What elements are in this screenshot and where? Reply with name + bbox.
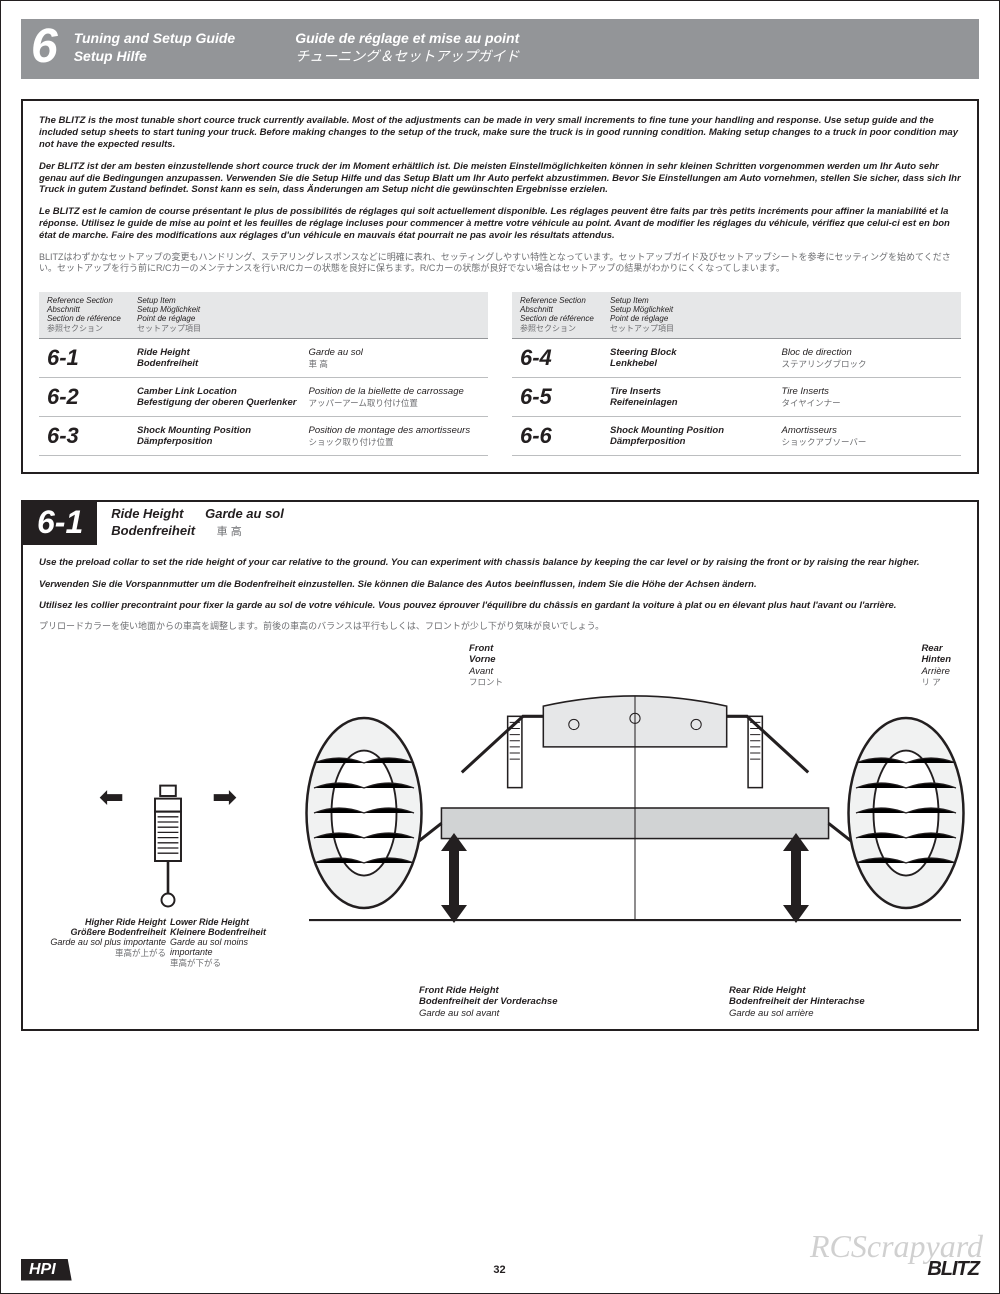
sub-en: Ride Height: [111, 506, 183, 521]
toc-left: Reference Section Abschnitt Section de r…: [39, 292, 488, 456]
sub-number: 6-1: [23, 502, 97, 545]
hpi-logo: HPI: [21, 1259, 72, 1281]
toc-row: 6-3 Shock Mounting Position Dämpferposit…: [39, 417, 488, 456]
s61-en: Use the preload collar to set the ride h…: [39, 557, 961, 569]
title-fr: Guide de réglage et mise au point: [295, 29, 519, 47]
arrow-left-icon: ⬅: [99, 783, 124, 913]
s61-de: Verwenden Sie die Vorspannmutter um die …: [39, 579, 961, 591]
diagram-area: ⬅ ➡ Higher Ride Height Größere Bodenfrei…: [39, 643, 961, 1013]
frh-de: Bodenfreiheit der Vorderachse: [419, 996, 558, 1007]
toc-sec: 6-3: [47, 423, 137, 449]
th-ref-jp2: 参照セクション: [520, 323, 610, 334]
toc-row: 6-2 Camber Link Location Befestigung der…: [39, 378, 488, 417]
higher-de: Größere Bodenfreiheit: [45, 927, 166, 937]
intro-fr: Le BLITZ est le camion de course présent…: [39, 206, 961, 242]
th-ref-fr: Section de référence: [47, 314, 137, 323]
toc-right: Reference Section Abschnitt Section de r…: [512, 292, 961, 456]
th-ref-de2: Abschnitt: [520, 305, 610, 314]
th-ref-fr2: Section de référence: [520, 314, 610, 323]
toc: Reference Section Abschnitt Section de r…: [39, 292, 961, 456]
toc-row: 6-1 Ride Height Bodenfreiheit Garde au s…: [39, 339, 488, 378]
title-jp: チューニング＆セットアップガイド: [295, 47, 519, 65]
updown-arrow-front-icon: [439, 833, 469, 923]
higher-en: Higher Ride Height: [45, 917, 166, 927]
frh-fr: Garde au sol avant: [419, 1008, 558, 1019]
toc-sec: 6-4: [520, 345, 610, 371]
th-ref-en2: Reference Section: [520, 296, 610, 305]
th-item-jp2: セットアップ項目: [610, 323, 953, 334]
intro-jp: BLITZはわずかなセットアップの変更もハンドリング、ステアリングレスポンスなど…: [39, 252, 961, 275]
section-header: 6 Tuning and Setup Guide Setup Hilfe Gui…: [21, 19, 979, 79]
arrow-right-icon: ➡: [212, 783, 237, 913]
sub-fr: Garde au sol: [205, 506, 284, 521]
title-de: Setup Hilfe: [74, 47, 236, 65]
section-titles: Tuning and Setup Guide Setup Hilfe Guide…: [74, 29, 520, 65]
toc-sec: 6-5: [520, 384, 610, 410]
toc-row: 6-5 Tire Inserts Reifeneinlagen Tire Ins…: [512, 378, 961, 417]
sub-header: 6-1 Ride Height Garde au sol Bodenfreihe…: [23, 502, 977, 545]
sub-de: Bodenfreiheit: [111, 523, 195, 538]
th-ref-en: Reference Section: [47, 296, 137, 305]
watermark: RCScrapyard: [810, 1228, 983, 1265]
toc-sec: 6-6: [520, 423, 610, 449]
rrh-de: Bodenfreiheit der Hinterachse: [729, 996, 865, 1007]
intro-box: The BLITZ is the most tunable short cour…: [21, 99, 979, 474]
rrh-en: Rear Ride Height: [729, 985, 865, 996]
th-item-en: Setup Item: [137, 296, 480, 305]
th-ref-jp: 参照セクション: [47, 323, 137, 334]
th-ref-de: Abschnitt: [47, 305, 137, 314]
th-item-de2: Setup Möglichkeit: [610, 305, 953, 314]
toc-sec: 6-2: [47, 384, 137, 410]
toc-row: 6-4 Steering Block Lenkhebel Bloc de dir…: [512, 339, 961, 378]
intro-de: Der BLITZ ist der am besten einzustellen…: [39, 161, 961, 197]
page-number: 32: [493, 1264, 505, 1276]
footer: HPI 32 BLITZ RCScrapyard: [21, 1258, 979, 1281]
shock-icon: [138, 783, 198, 913]
tire-rear-icon: [841, 713, 971, 913]
truck-diagram: [309, 643, 961, 973]
higher-fr: Garde au sol plus importante: [45, 937, 166, 947]
higher-jp: 車高が上がる: [45, 947, 166, 959]
th-item-jp: セットアップ項目: [137, 323, 480, 334]
rrh-fr: Garde au sol arrière: [729, 1008, 865, 1019]
th-item-en2: Setup Item: [610, 296, 953, 305]
section-6-1: 6-1 Ride Height Garde au sol Bodenfreihe…: [21, 500, 979, 1031]
shock-diagram: ⬅ ➡ Higher Ride Height Größere Bodenfrei…: [43, 783, 293, 969]
lower-jp: 車高が下がる: [170, 957, 291, 969]
s61-jp: プリロードカラーを使い地面からの車高を調整します。前後の車高のバランスは平行もし…: [39, 621, 961, 633]
s61-fr: Utilisez les collier precontraint pour f…: [39, 600, 961, 612]
frh-en: Front Ride Height: [419, 985, 558, 996]
section-number: 6: [31, 23, 58, 71]
lower-fr: Garde au sol moins importante: [170, 937, 291, 957]
updown-arrow-rear-icon: [781, 833, 811, 923]
toc-row: 6-6 Shock Mounting Position Dämpferposit…: [512, 417, 961, 456]
th-item-fr2: Point de réglage: [610, 314, 953, 323]
intro-en: The BLITZ is the most tunable short cour…: [39, 115, 961, 151]
title-en: Tuning and Setup Guide: [74, 29, 236, 47]
th-item-de: Setup Möglichkeit: [137, 305, 480, 314]
th-item-fr: Point de réglage: [137, 314, 480, 323]
tire-front-icon: [299, 713, 429, 913]
lower-en: Lower Ride Height: [170, 917, 291, 927]
toc-sec: 6-1: [47, 345, 137, 371]
lower-de: Kleinere Bodenfreiheit: [170, 927, 291, 937]
sub-jp: 車 高: [217, 526, 242, 538]
